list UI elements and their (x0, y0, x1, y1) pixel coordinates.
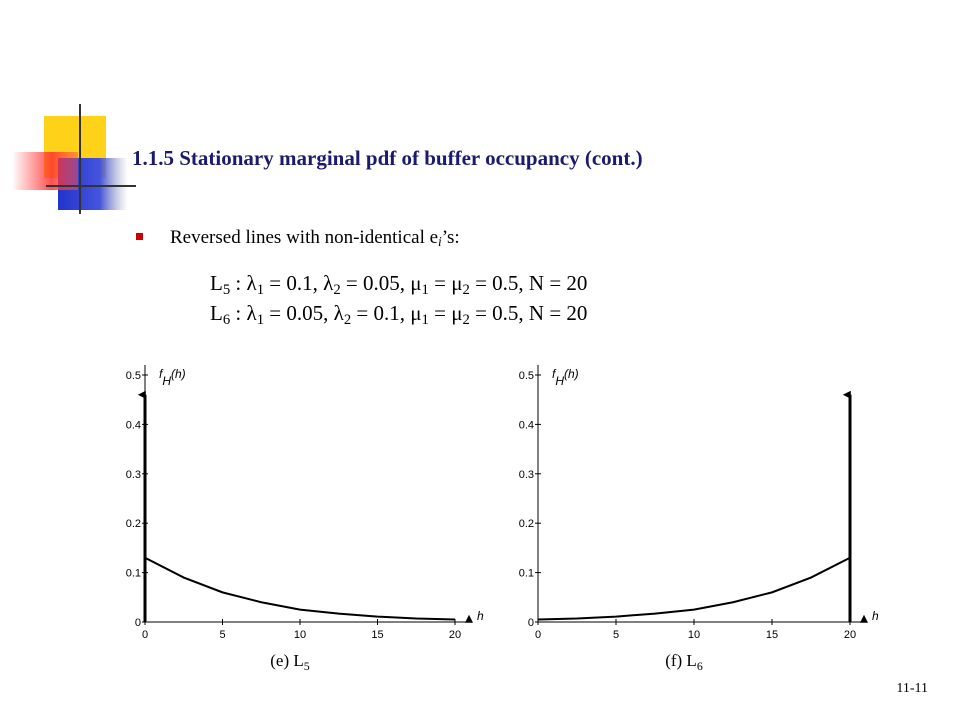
y-axis-label: fH(h) (552, 367, 579, 388)
y-tick-label: 0.5 (519, 370, 534, 382)
text-segment: L (210, 271, 223, 295)
x-axis-label: h (477, 609, 484, 623)
caption: (e) L5 (270, 651, 310, 673)
subscript: 2 (462, 282, 469, 298)
equation: L5 : λ1 = 0.1, λ2 = 0.05, μ1 = μ2 = 0.5,… (210, 271, 587, 298)
y-axis-label-suffix: (h) (171, 367, 186, 381)
subscript: 2 (344, 312, 351, 328)
text-segment: ’s: (442, 227, 460, 248)
x-tick-label: 20 (449, 629, 461, 641)
curve (537, 556, 851, 621)
caption-text: (f) L (665, 651, 697, 670)
chart: 0 0.1 0.2 0.3 0.4 0.5 0 5 10 15 20 fH(h) h (f) L6 (519, 365, 879, 673)
x-tick-label: 15 (766, 629, 778, 641)
y-tick-label: 0 (528, 617, 534, 629)
text-segment: : λ (230, 301, 257, 325)
subscript: 1 (257, 312, 264, 328)
curve (144, 556, 456, 621)
y-tick-label: 0.3 (519, 469, 534, 481)
x-tick-label: 10 (688, 629, 700, 641)
subscript: 2 (462, 312, 469, 328)
y-tick-label: 0.2 (519, 518, 534, 530)
text-segment: L (210, 301, 223, 325)
y-tick-label: 0.3 (126, 469, 141, 481)
y-tick-label: 0.5 (126, 370, 141, 382)
y-tick-label: 0.4 (519, 419, 534, 431)
slide-title: 1.1.5 Stationary marginal pdf of buffer … (132, 146, 643, 170)
caption: (f) L6 (665, 651, 703, 673)
y-tick-label: 0.1 (126, 568, 141, 580)
x-tick-label: 20 (844, 629, 856, 641)
y-axis-label-base: f (159, 367, 164, 381)
text-segment: = 0.05, μ (341, 271, 422, 295)
y-axis-label: fH(h) (159, 367, 186, 388)
x-tick-label: 0 (535, 629, 541, 641)
x-tick-label: 15 (371, 629, 383, 641)
bullet-marker (136, 233, 143, 240)
text-segment: = 0.1, μ (351, 301, 421, 325)
text-segment: = 0.5, N = 20 (470, 301, 588, 325)
page-number: 11-11 (896, 681, 928, 696)
text-segment: Reversed lines with non-identical e (170, 227, 438, 248)
y-tick-label: 0.4 (126, 419, 141, 431)
x-axis-label: h (872, 609, 879, 623)
subscript: 1 (257, 282, 264, 298)
subscript: 1 (422, 312, 429, 328)
x-tick-label: 0 (142, 629, 148, 641)
text-segment: : λ (230, 271, 257, 295)
text-segment: = μ (429, 271, 463, 295)
subscript: 2 (333, 282, 340, 298)
caption-sub: 5 (304, 659, 310, 673)
y-axis-label-base: f (552, 367, 557, 381)
text-segment: = μ (429, 301, 463, 325)
x-tick-label: 5 (219, 629, 225, 641)
caption-text: (e) L (270, 651, 304, 670)
logo-red (12, 152, 78, 190)
equation: L6 : λ1 = 0.05, λ2 = 0.1, μ1 = μ2 = 0.5,… (210, 301, 587, 328)
subscript: i (438, 234, 442, 249)
bullet-text: Reversed lines with non-identical ei’s: (170, 227, 460, 249)
y-tick-label: 0.2 (126, 518, 141, 530)
logo (12, 104, 136, 214)
y-tick-label: 0 (135, 617, 141, 629)
text-segment: = 0.05, λ (264, 301, 345, 325)
subscript: 1 (422, 282, 429, 298)
y-axis-label-sub: H (555, 374, 564, 388)
y-axis-label-suffix: (h) (564, 367, 579, 381)
subscript: 6 (223, 312, 230, 328)
text-segment: = 0.5, N = 20 (470, 271, 588, 295)
text-segment: = 0.1, λ (264, 271, 334, 295)
caption-sub: 6 (697, 659, 703, 673)
x-tick-label: 10 (294, 629, 306, 641)
y-tick-label: 0.1 (519, 568, 534, 580)
y-axis-label-sub: H (162, 374, 171, 388)
subscript: 5 (223, 282, 230, 298)
x-tick-label: 5 (613, 629, 619, 641)
